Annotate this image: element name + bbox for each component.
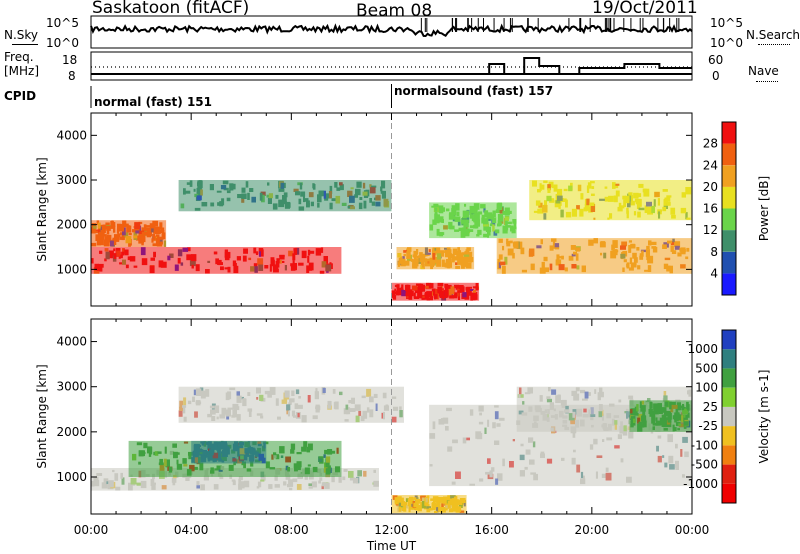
station-title: Saskatoon (fitACF) xyxy=(92,0,250,18)
nsearch-tick-bottom: 10^0 xyxy=(710,36,743,50)
colorbar-label: Velocity [m s-1] xyxy=(757,370,771,464)
nsearch-legend-line xyxy=(758,44,790,45)
colorbar-swatch xyxy=(722,464,736,484)
nsky-tick-bottom: 10^0 xyxy=(46,36,79,50)
nsky-trace xyxy=(90,23,693,38)
beam-title: Beam 08 xyxy=(356,1,433,21)
colorbar-swatch xyxy=(722,230,736,252)
y-tick-label: 3000 xyxy=(56,380,87,394)
scatter-band xyxy=(429,202,517,239)
colorbar-tick-label: -100 xyxy=(691,438,718,452)
scatter-band xyxy=(91,220,167,247)
y-tick-label: 1000 xyxy=(56,470,87,484)
colorbar-tick-label: 16 xyxy=(703,202,718,216)
colorbar-tick-label: 12 xyxy=(703,223,718,237)
colorbar-swatch xyxy=(722,330,736,350)
colorbar-tick-label: 8 xyxy=(710,245,718,259)
scatter-band xyxy=(178,386,404,423)
y-tick-label: 4000 xyxy=(56,335,87,349)
colorbar-frame xyxy=(721,329,737,504)
nave-tick-top: 60 xyxy=(708,53,724,67)
scatter-band xyxy=(629,400,692,432)
colorbar-swatch xyxy=(722,186,736,209)
freq-step-trace xyxy=(488,57,692,75)
colorbar-label: Power [dB] xyxy=(757,176,771,241)
y-tick-label: 3000 xyxy=(56,173,87,187)
freq-tick-top: 18 xyxy=(62,53,78,67)
colorbar-swatch xyxy=(722,251,736,274)
freq-unit-label: [MHz] xyxy=(4,64,40,78)
nave-tick-bottom: 0 xyxy=(712,69,720,83)
colorbar-tick-label: -25 xyxy=(698,419,718,433)
colorbar-swatch xyxy=(722,426,736,446)
nave-label: Nave xyxy=(748,64,779,78)
cpid-mode-1: normal (fast) 151 xyxy=(94,95,212,109)
scatter-band xyxy=(391,282,480,301)
y-tick-label: 4000 xyxy=(56,128,87,142)
scatter-band xyxy=(191,440,267,464)
y-tick-label: 1000 xyxy=(56,262,87,276)
y-axis-label: Slant Range [km] xyxy=(35,364,49,468)
colorbar-swatch xyxy=(722,165,736,187)
scatter-band xyxy=(496,238,692,274)
x-axis-label: Time UT xyxy=(366,539,417,553)
colorbar-swatch xyxy=(722,122,736,144)
colorbar-swatch xyxy=(722,349,736,369)
scatter-band xyxy=(178,180,392,212)
colorbar-tick-label: -500 xyxy=(691,458,718,472)
scatter-band xyxy=(529,180,692,221)
colorbar-swatch xyxy=(722,406,736,427)
nsky-tick-top: 10^5 xyxy=(46,16,79,30)
nave-legend-line xyxy=(756,81,778,82)
colorbar-tick-label: 100 xyxy=(695,381,718,395)
power-panel: 1000 2000 3000 4000 Slant Range [km] 4 8 12 16 20… xyxy=(35,112,771,307)
x-tick-label: 12:00 xyxy=(374,523,409,537)
x-tick-label: 00:00 xyxy=(74,523,109,537)
colorbar-swatch xyxy=(722,445,736,465)
x-tick-label: 08:00 xyxy=(274,523,309,537)
colorbar-tick-label: -1000 xyxy=(683,477,718,491)
x-tick-label: 20:00 xyxy=(575,523,610,537)
x-tick-label: 16:00 xyxy=(474,523,509,537)
colorbar-tick-label: 28 xyxy=(703,137,718,151)
nsky-legend-line xyxy=(12,44,38,45)
y-axis-label: Slant Range [km] xyxy=(35,157,49,261)
colorbar-tick-label: 4 xyxy=(710,266,718,280)
freq-panel-frame xyxy=(90,51,693,81)
colorbar-tick-label: 24 xyxy=(703,158,718,172)
colorbar-swatch xyxy=(722,368,736,388)
scatter-band xyxy=(91,247,342,274)
colorbar-tick-label: 25 xyxy=(703,400,718,414)
freq-label: Freq. xyxy=(4,50,34,64)
colorbar-tick-label: 20 xyxy=(703,180,718,194)
scatter-band xyxy=(396,247,475,270)
colorbar-frame xyxy=(721,121,737,296)
nsearch-tick-top: 10^5 xyxy=(710,16,743,30)
x-tick-label: 04:00 xyxy=(174,523,209,537)
nsky-panel-frame xyxy=(90,15,693,49)
y-tick-label: 2000 xyxy=(56,425,87,439)
date-title: 19/Oct/2011 xyxy=(592,0,698,18)
cpid-mode-2: normalsound (fast) 157 xyxy=(394,84,554,98)
colorbar-swatch xyxy=(722,483,736,503)
colorbar-swatch xyxy=(722,273,736,295)
colorbar-swatch xyxy=(722,387,736,407)
nsky-label: N.Sky xyxy=(4,28,39,42)
nsearch-label: N.Search xyxy=(746,28,800,42)
freq-tick-bottom: 8 xyxy=(68,69,76,83)
scatter-band xyxy=(391,495,467,514)
cpid-label: CPID xyxy=(4,89,37,103)
velocity-panel: 1000 2000 3000 4000 Slant Range [km] 1000 500 1… xyxy=(35,318,771,515)
x-tick-label: 00:00 xyxy=(675,523,710,537)
colorbar-swatch xyxy=(722,143,736,166)
colorbar-tick-label: 1000 xyxy=(687,342,718,356)
colorbar-tick-label: 500 xyxy=(695,361,718,375)
colorbar-swatch xyxy=(722,208,736,231)
y-tick-label: 2000 xyxy=(56,218,87,232)
